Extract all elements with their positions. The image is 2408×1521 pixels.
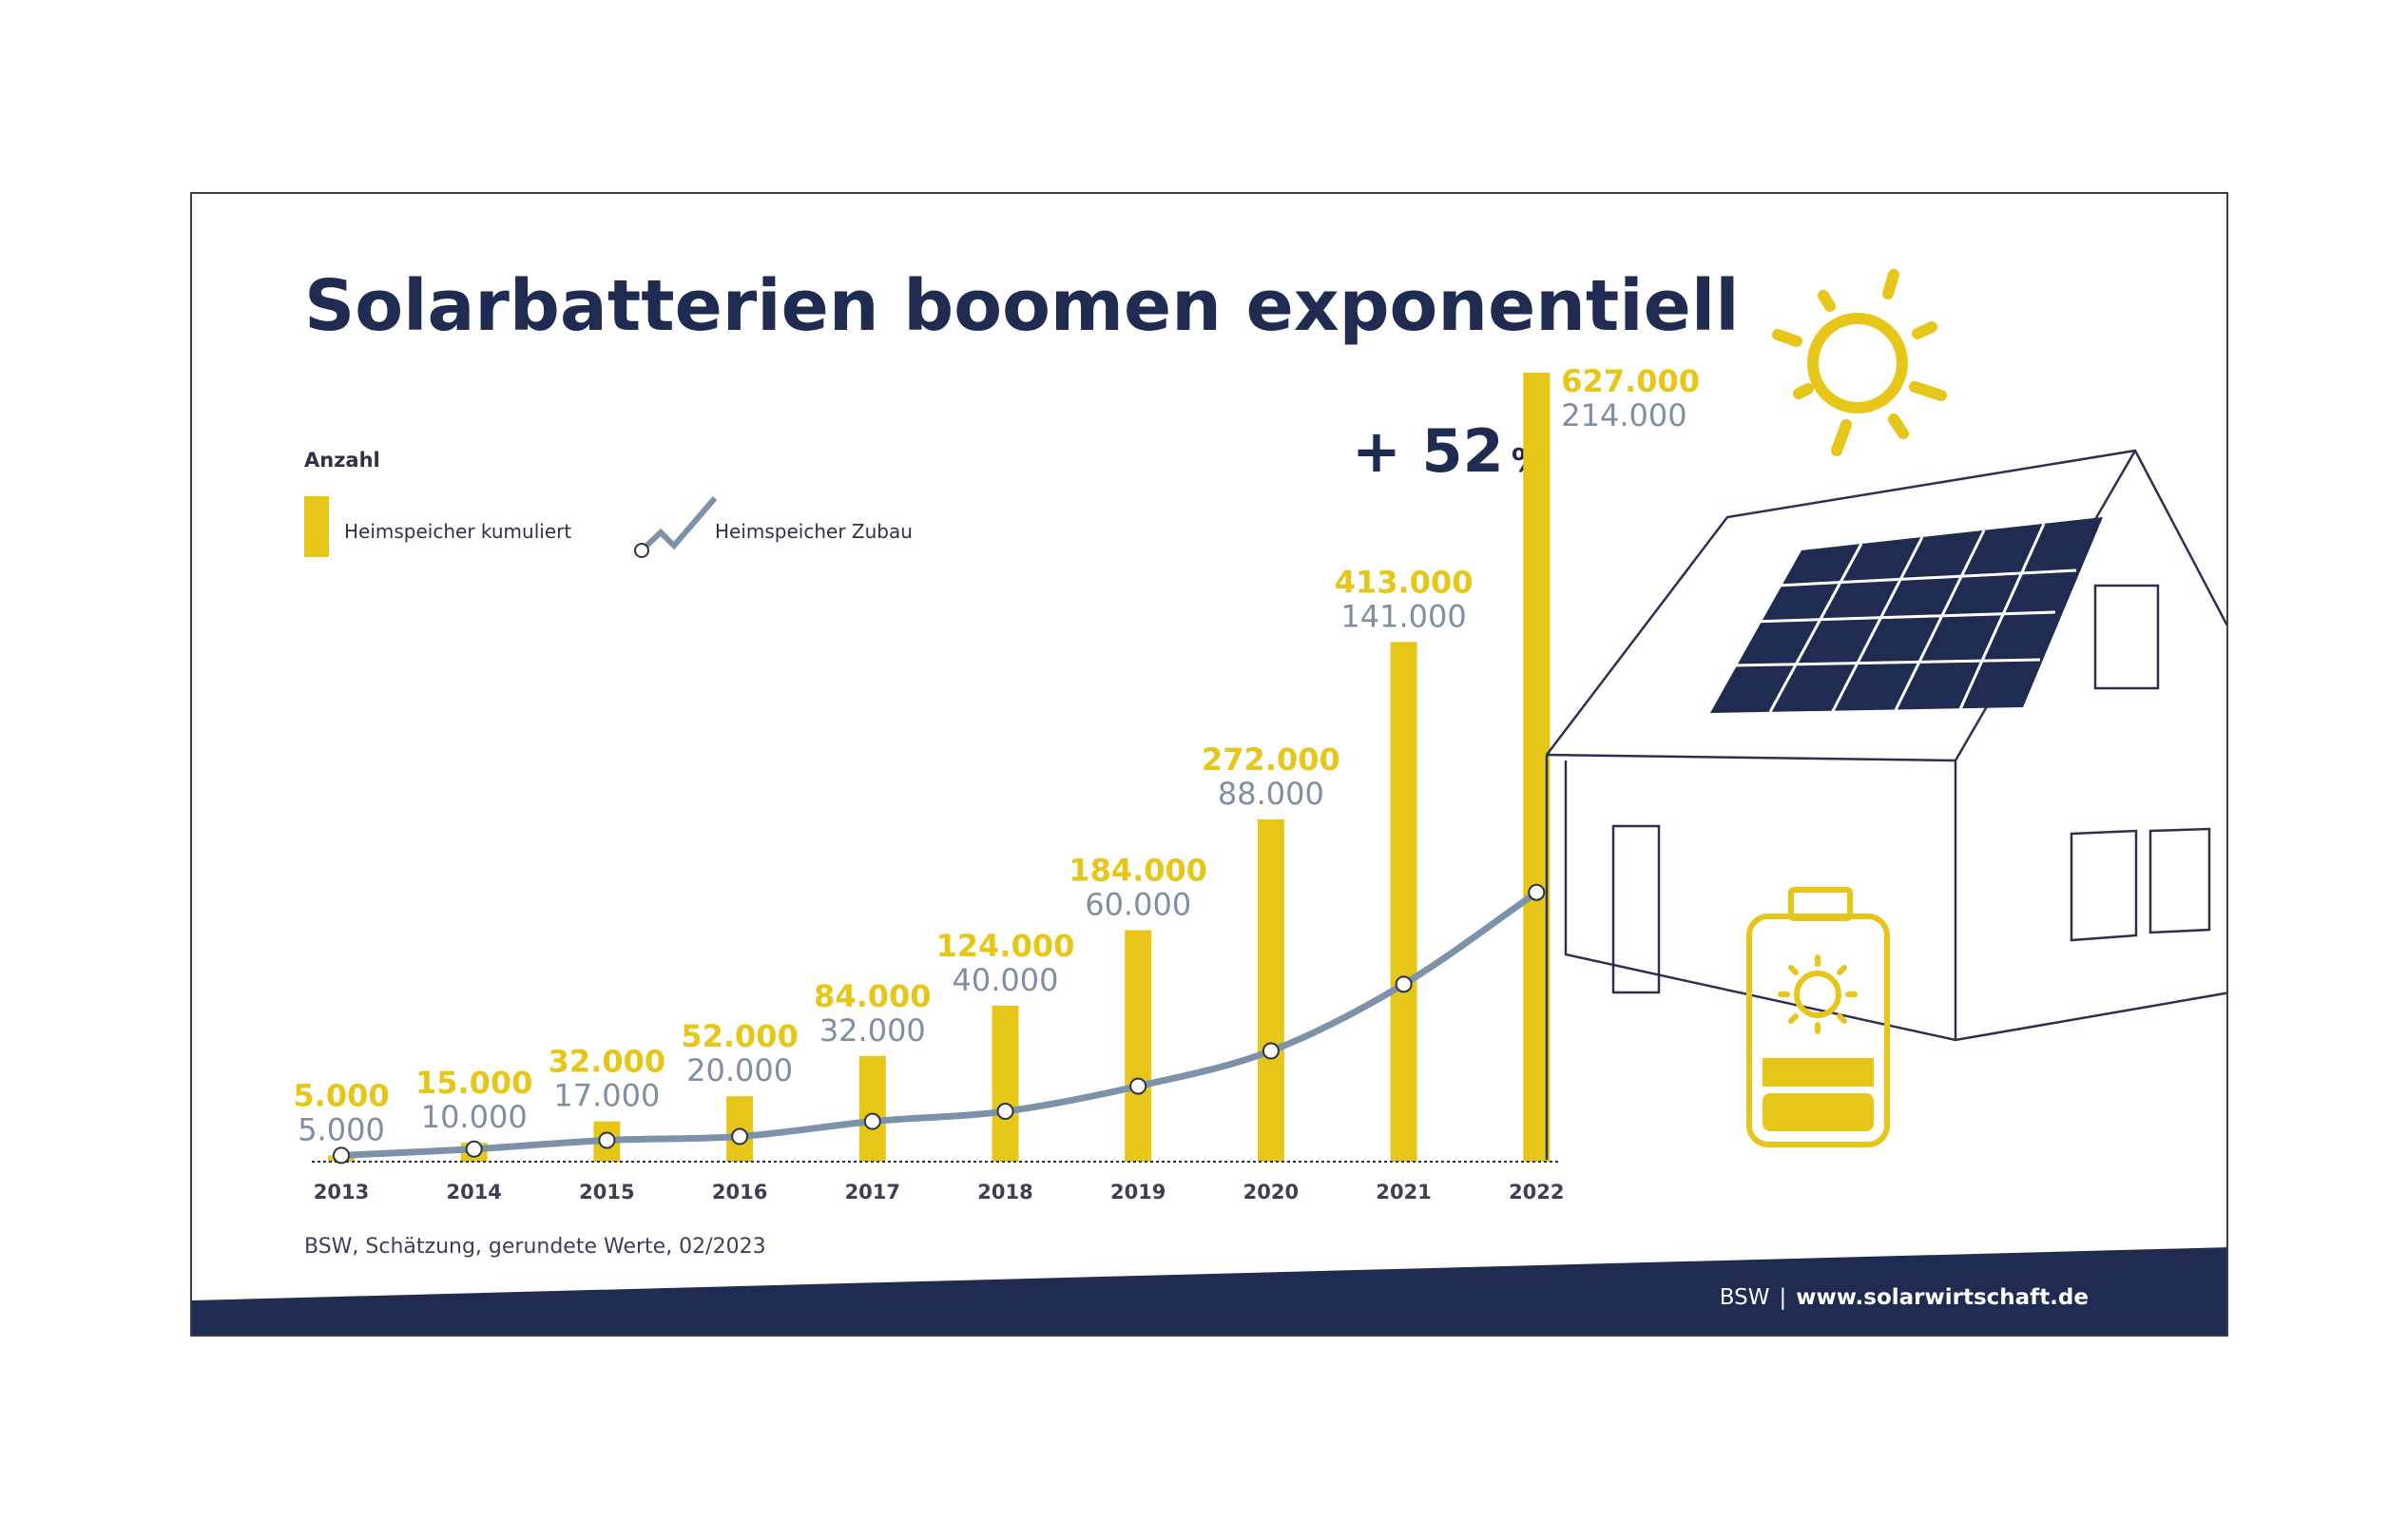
footer-band bbox=[192, 1247, 2226, 1335]
legend-heading: Anzahl bbox=[304, 449, 380, 472]
bar-value-label: 124.000 bbox=[936, 928, 1075, 964]
line-value-label: 5.000 bbox=[298, 1111, 385, 1147]
line-value-label: 32.000 bbox=[819, 1012, 926, 1049]
x-tick-label: 2017 bbox=[845, 1181, 900, 1203]
x-tick-label: 2018 bbox=[977, 1181, 1032, 1203]
line-point-2016 bbox=[731, 1127, 749, 1146]
line-point-2015 bbox=[598, 1131, 616, 1149]
footer-credit: BSW | www.solarwirtschaft.de bbox=[1720, 1285, 2089, 1310]
line-value-label: 141.000 bbox=[1340, 598, 1466, 634]
bar-2017 bbox=[858, 1055, 886, 1162]
bar-value-label: 52.000 bbox=[681, 1018, 798, 1054]
battery-icon bbox=[1746, 887, 1890, 1147]
line-point-2017 bbox=[863, 1112, 881, 1130]
line-point-2021 bbox=[1395, 975, 1413, 993]
legend-bar-label: Heimspeicher kumuliert bbox=[344, 520, 571, 543]
x-tick-label: 2021 bbox=[1376, 1181, 1431, 1203]
footer-separator: | bbox=[1780, 1285, 1787, 1310]
bar-value-label: 413.000 bbox=[1335, 564, 1474, 600]
bar-value-label: 627.000 bbox=[1561, 363, 1700, 399]
x-tick-label: 2015 bbox=[579, 1181, 634, 1203]
bar-value-label: 272.000 bbox=[1202, 741, 1340, 778]
line-value-label: 40.000 bbox=[953, 962, 1059, 998]
solar-panel-icon bbox=[1710, 517, 2103, 713]
legend-line-marker bbox=[634, 543, 649, 558]
line-value-label: 17.000 bbox=[553, 1078, 660, 1114]
line-point-2013 bbox=[333, 1146, 350, 1165]
x-tick-label: 2013 bbox=[314, 1181, 369, 1203]
footer-brand: BSW bbox=[1720, 1285, 1770, 1310]
bar-value-label: 32.000 bbox=[549, 1044, 665, 1080]
infographic-card: Solarbatterien boomen exponentiell Anzah… bbox=[190, 192, 2228, 1337]
x-tick-label: 2020 bbox=[1243, 1181, 1299, 1203]
chart-canvas: Solarbatterien boomen exponentiell Anzah… bbox=[192, 265, 2226, 1335]
x-tick-label: 2022 bbox=[1509, 1181, 1564, 1203]
x-tick-label: 2019 bbox=[1110, 1181, 1165, 1203]
bars-layer bbox=[328, 373, 1551, 1162]
growth-callout: + 52% bbox=[1352, 416, 1544, 486]
legend-line-label: Heimspeicher Zubau bbox=[715, 520, 913, 543]
line-point-2022 bbox=[1528, 883, 1546, 901]
line-value-label: 88.000 bbox=[1218, 776, 1324, 812]
legend-line-swatch bbox=[639, 496, 718, 553]
bar-2018 bbox=[992, 1005, 1019, 1162]
line-point-2018 bbox=[996, 1103, 1014, 1121]
bar-value-label: 84.000 bbox=[814, 978, 931, 1014]
line-point-2020 bbox=[1262, 1042, 1280, 1060]
source-note: BSW, Schätzung, gerundete Werte, 02/2023 bbox=[304, 1235, 766, 1259]
bar-2021 bbox=[1390, 642, 1417, 1162]
line-point-2014 bbox=[465, 1140, 483, 1158]
bar-value-label: 5.000 bbox=[293, 1077, 389, 1113]
line-value-label: 214.000 bbox=[1561, 397, 1686, 433]
line-value-label: 60.000 bbox=[1085, 886, 1191, 922]
growth-value: + 52 bbox=[1352, 416, 1504, 486]
bar-2019 bbox=[1125, 930, 1152, 1162]
line-value-label: 10.000 bbox=[421, 1099, 528, 1135]
bar-value-label: 184.000 bbox=[1069, 852, 1207, 888]
line-value-label: 20.000 bbox=[686, 1052, 793, 1088]
line-layer bbox=[333, 883, 1546, 1165]
labels-layer: 5.0005.00015.00010.00032.00017.00052.000… bbox=[293, 363, 1700, 1147]
footer-url: www.solarwirtschaft.de bbox=[1796, 1285, 2089, 1310]
bar-value-label: 15.000 bbox=[415, 1065, 532, 1101]
series-line-zubau bbox=[337, 889, 1540, 1159]
line-point-2019 bbox=[1129, 1077, 1147, 1095]
x-tick-labels: 2013 2014 2015 2016 2017 2018 2019 2020 2021 2022 bbox=[314, 1181, 1565, 1203]
x-tick-label: 2016 bbox=[712, 1181, 767, 1203]
chart-title: Solarbatterien boomen exponentiell bbox=[304, 265, 1740, 347]
x-tick-label: 2014 bbox=[446, 1181, 501, 1203]
bar-2020 bbox=[1257, 818, 1284, 1162]
sun-icon bbox=[1772, 269, 1947, 456]
legend: Anzahl Heimspeicher kumuliert Heimspeich… bbox=[304, 449, 913, 558]
bar-2022 bbox=[1523, 373, 1551, 1162]
legend-bar-swatch bbox=[304, 496, 329, 557]
